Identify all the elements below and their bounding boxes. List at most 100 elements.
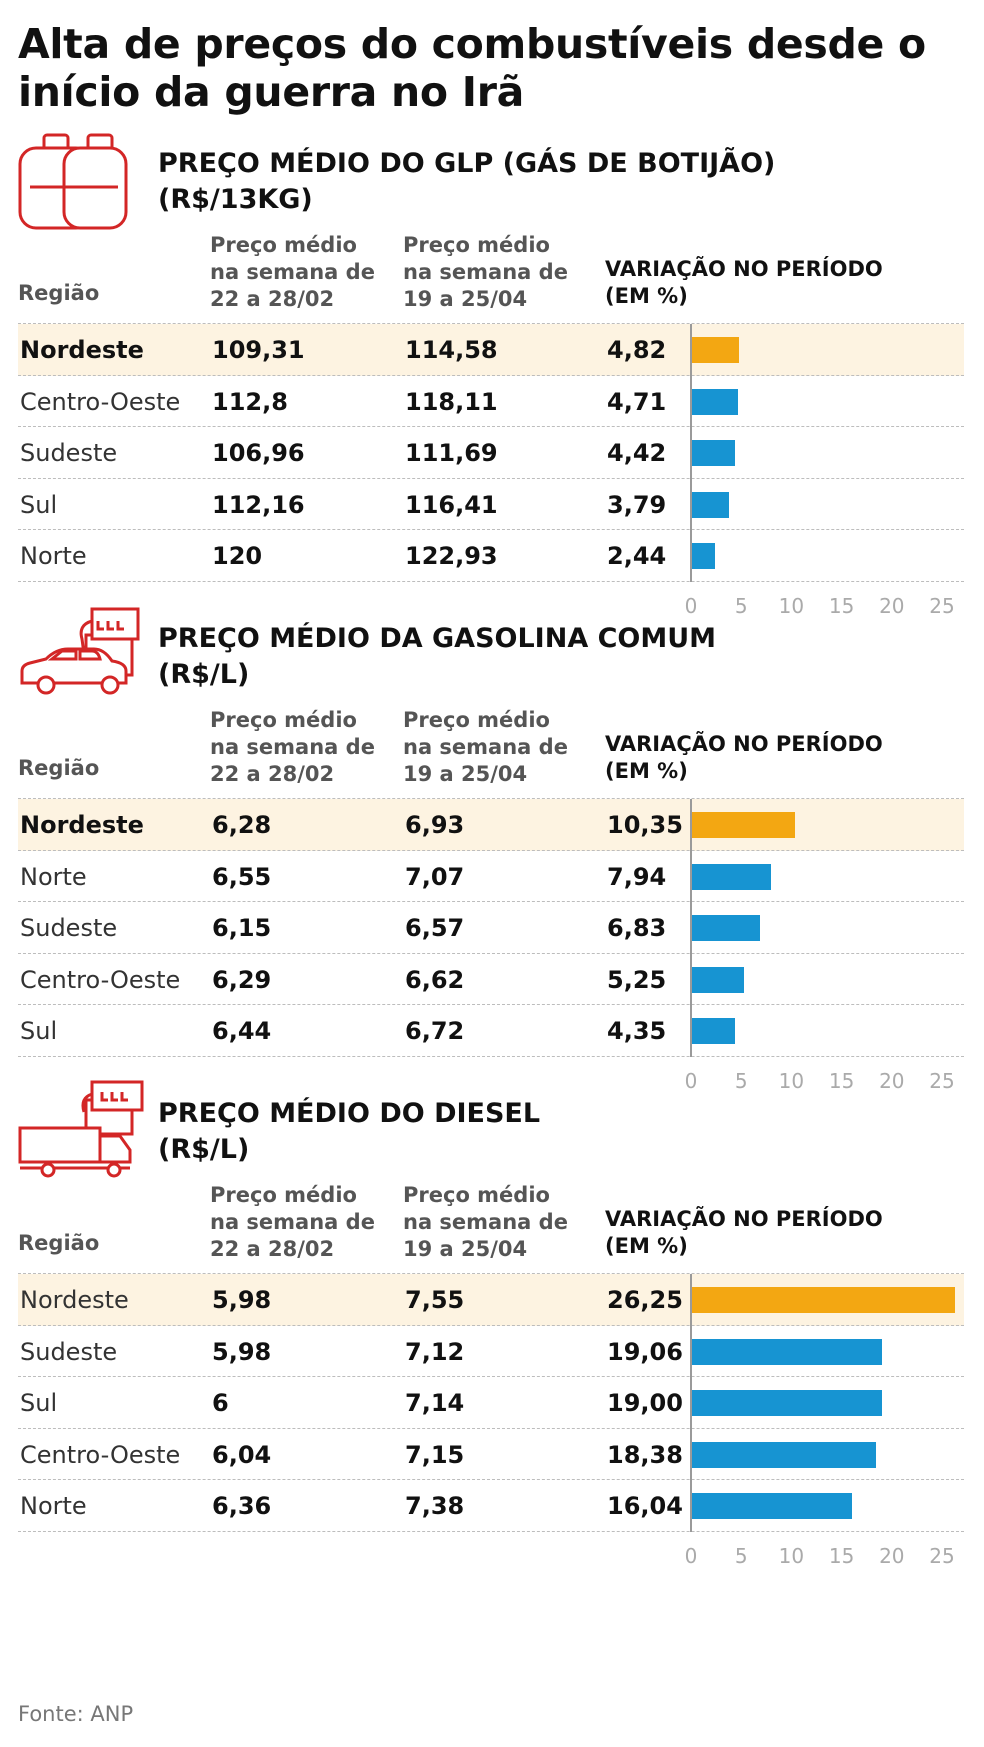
x-tick-label: 20 xyxy=(879,1543,905,1568)
x-tick-label: 15 xyxy=(828,593,855,618)
region-label: Centro-Oeste xyxy=(20,1440,181,1469)
x-tick-label: 15 xyxy=(828,1543,855,1568)
x-tick-label: 0 xyxy=(684,1068,698,1093)
header-variation: VARIAÇÃO NO PERÍODO (EM %) xyxy=(605,732,883,783)
bar-centro-oeste xyxy=(691,966,744,993)
price-before: 6,44 xyxy=(212,1017,272,1045)
x-tick-label: 20 xyxy=(879,1068,905,1093)
table-row: Nordeste 109,31 114,58 4,82 xyxy=(18,324,964,376)
region-label: Sudeste xyxy=(20,1337,118,1366)
x-tick-label: 0 xyxy=(684,1543,698,1568)
price-before: 5,98 xyxy=(212,1337,272,1366)
region-label: Sudeste xyxy=(20,439,118,467)
price-after: 7,14 xyxy=(405,1389,465,1417)
price-after: 6,62 xyxy=(405,965,465,994)
region-label: Nordeste xyxy=(20,1286,129,1314)
region-label: Sul xyxy=(20,1017,58,1045)
bar-sul xyxy=(691,1390,882,1416)
section-title-line: PREÇO MÉDIO DA GASOLINA COMUM xyxy=(158,623,717,654)
region-label: Norte xyxy=(20,862,87,891)
price-after: 7,12 xyxy=(405,1337,465,1366)
table-row: Norte 6,36 7,38 16,04 xyxy=(18,1480,964,1532)
variation-value: 4,82 xyxy=(607,336,667,364)
price-after: 118,11 xyxy=(405,387,498,416)
x-tick-label: 25 xyxy=(929,593,955,618)
header-variation: VARIAÇÃO NO PERÍODO (EM %) xyxy=(605,1207,883,1258)
bar-norte xyxy=(691,543,716,569)
price-before: 106,96 xyxy=(212,439,305,467)
price-before: 6,36 xyxy=(212,1492,272,1520)
fuel-section: PREÇO MÉDIO DO DIESEL (R$/L) Região Preço m… xyxy=(0,1080,984,1568)
x-tick-label: 5 xyxy=(734,1068,748,1093)
price-before: 6,04 xyxy=(212,1440,272,1469)
bar-sul xyxy=(691,491,730,518)
header-region: Região xyxy=(18,281,100,305)
x-tick-label: 10 xyxy=(778,1068,805,1093)
price-after: 111,69 xyxy=(405,439,498,467)
price-before: 109,31 xyxy=(212,336,305,364)
section-unit: (R$/L) xyxy=(158,1134,250,1165)
header-price-before: Preço médio na semana de 22 a 28/02 xyxy=(210,233,375,311)
header-price-after: Preço médio na semana de 19 a 25/04 xyxy=(403,1183,568,1261)
table-row: Sudeste 106,96 111,69 4,42 xyxy=(18,427,964,479)
price-before: 112,8 xyxy=(212,387,288,416)
region-label: Norte xyxy=(20,542,87,570)
table-row: Centro-Oeste 6,29 6,62 5,25 xyxy=(18,954,964,1005)
bar-sul xyxy=(691,1018,735,1044)
bar-sudeste xyxy=(691,440,736,466)
x-tick-label: 15 xyxy=(828,1068,855,1093)
axis-baseline xyxy=(690,1274,692,1532)
variation-value: 2,44 xyxy=(607,542,667,570)
price-after: 7,55 xyxy=(405,1286,465,1314)
gas-cylinder-icon xyxy=(18,132,130,238)
section-unit: (R$/L) xyxy=(158,659,250,690)
table-divider xyxy=(18,1273,964,1274)
variation-value: 4,42 xyxy=(607,439,667,467)
section-title-line: PREÇO MÉDIO DO GLP (GÁS DE BOTIJÃO) xyxy=(158,148,776,179)
bar-nordeste xyxy=(691,337,740,363)
x-tick-label: 20 xyxy=(879,593,905,618)
variation-value: 4,35 xyxy=(607,1017,667,1045)
price-after: 116,41 xyxy=(405,490,498,519)
section-unit: (R$/13KG) xyxy=(158,184,313,215)
source-note: Fonte: ANP xyxy=(18,1702,134,1726)
x-tick-label: 10 xyxy=(778,593,805,618)
variation-value: 5,25 xyxy=(607,965,667,994)
price-before: 112,16 xyxy=(212,490,305,519)
bar-sudeste xyxy=(691,1338,883,1365)
header-price-after: Preço médio na semana de 19 a 25/04 xyxy=(403,708,568,786)
region-label: Sudeste xyxy=(20,914,118,942)
header-region: Região xyxy=(18,756,100,780)
page-title: Alta de preços do combustíveis desde o i… xyxy=(18,20,926,116)
header-price-after: Preço médio na semana de 19 a 25/04 xyxy=(403,233,568,311)
variation-value: 10,35 xyxy=(607,811,683,839)
price-after: 6,57 xyxy=(405,914,465,942)
price-after: 122,93 xyxy=(405,542,498,570)
bar-nordeste xyxy=(691,812,795,838)
price-after: 114,58 xyxy=(405,336,498,364)
header-variation: VARIAÇÃO NO PERÍODO (EM %) xyxy=(605,257,883,308)
header-price-before: Preço médio na semana de 22 a 28/02 xyxy=(210,1183,375,1261)
table-row: Norte 6,55 7,07 7,94 xyxy=(18,851,964,902)
x-tick-label: 5 xyxy=(734,1543,748,1568)
price-after: 7,38 xyxy=(405,1492,465,1520)
x-tick-label: 25 xyxy=(929,1543,955,1568)
variation-value: 26,25 xyxy=(607,1286,683,1314)
variation-value: 16,04 xyxy=(607,1492,683,1520)
truck-fuel-pump-icon xyxy=(18,1080,144,1184)
bar-centro-oeste xyxy=(691,1441,876,1468)
variation-value: 19,00 xyxy=(607,1389,683,1417)
price-before: 6 xyxy=(212,1389,229,1417)
table-row: Sudeste 5,98 7,12 19,06 xyxy=(18,1326,964,1377)
section-title-line: PREÇO MÉDIO DO DIESEL xyxy=(158,1098,541,1129)
variation-value: 6,83 xyxy=(607,914,667,942)
region-label: Nordeste xyxy=(20,811,144,839)
region-label: Sul xyxy=(20,1389,58,1417)
region-label: Sul xyxy=(20,490,58,519)
table-row: Sul 112,16 116,41 3,79 xyxy=(18,479,964,530)
bar-nordeste xyxy=(691,1287,955,1313)
table-row: Sudeste 6,15 6,57 6,83 xyxy=(18,902,964,954)
price-before: 6,28 xyxy=(212,811,272,839)
price-after: 6,93 xyxy=(405,811,465,839)
table-divider xyxy=(18,323,964,324)
